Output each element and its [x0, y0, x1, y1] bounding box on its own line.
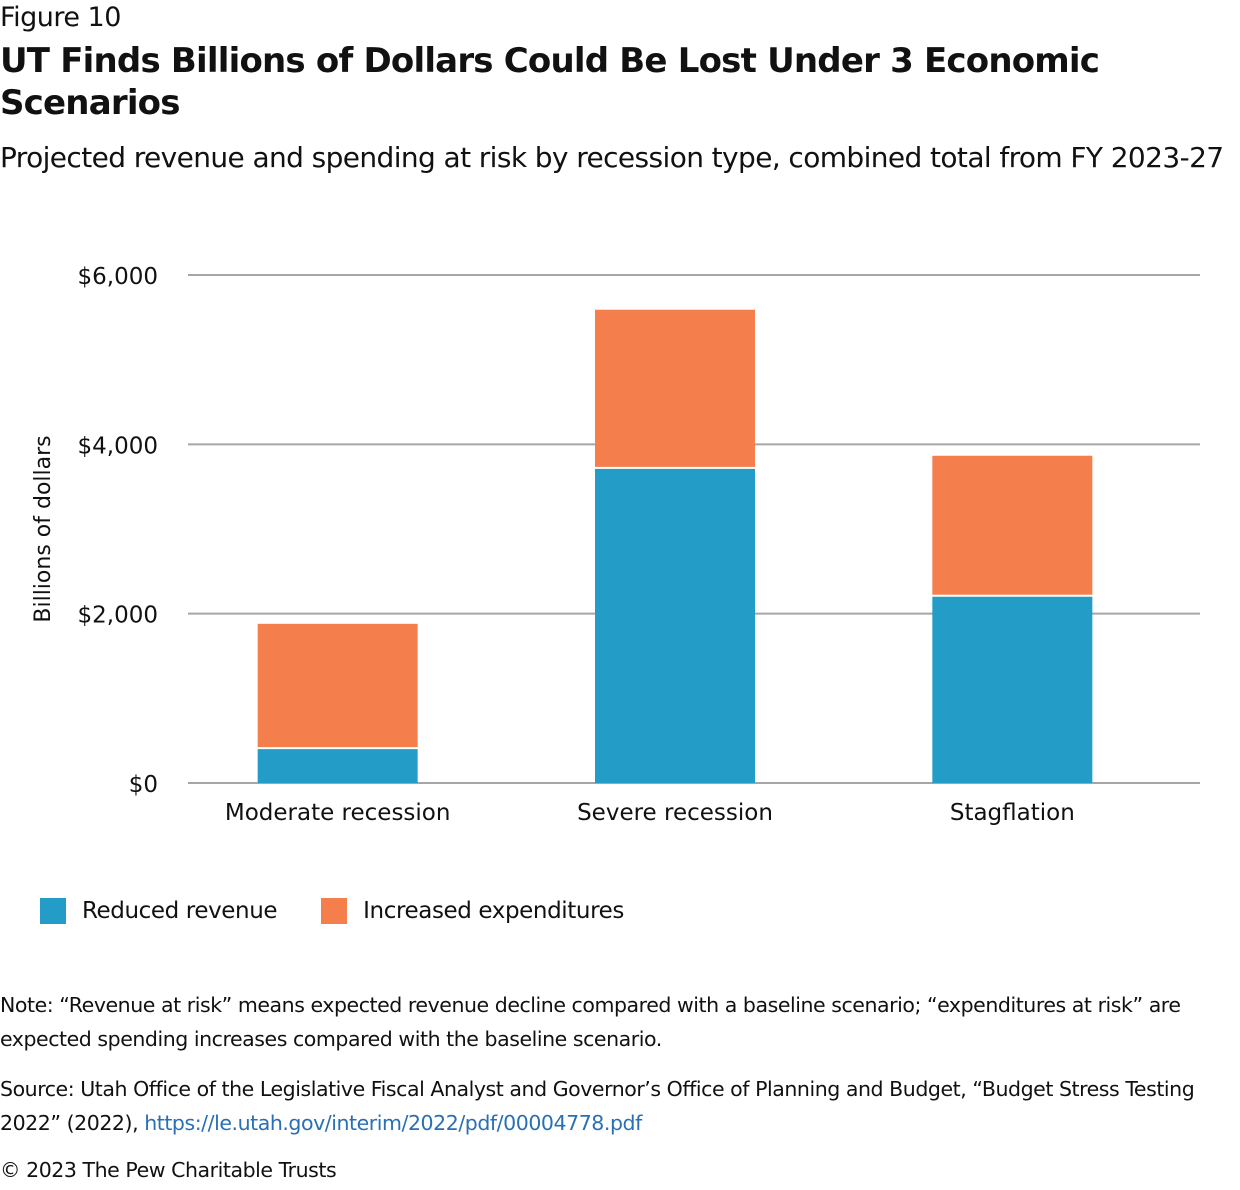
bar-segment-reduced-revenue: [932, 596, 1093, 783]
y-tick-label: $4,000: [78, 433, 158, 459]
bar-segment-increased-expenditures: [595, 309, 755, 467]
bar-segment-increased-expenditures: [257, 623, 418, 748]
source-text: Source: Utah Office of the Legislative F…: [0, 1077, 1195, 1135]
legend-swatch-revenue: [40, 898, 66, 924]
y-tick-label: $0: [129, 772, 158, 798]
bar-segment-reduced-revenue: [257, 749, 418, 783]
legend-item-revenue: Reduced revenue: [40, 898, 278, 924]
legend-item-expenditures: Increased expenditures: [321, 898, 624, 924]
chart-source: Source: Utah Office of the Legislative F…: [0, 1072, 1238, 1140]
legend-label-expenditures: Increased expenditures: [363, 898, 624, 924]
x-tick-label: Severe recession: [577, 800, 773, 826]
legend: Reduced revenue Increased expenditures: [40, 898, 668, 924]
chart-note: Note: “Revenue at risk” means expected r…: [0, 993, 1181, 1051]
x-axis-ticks: Moderate recession Severe recession Stagfl…: [225, 800, 1075, 826]
y-tick-label: $6,000: [78, 264, 158, 290]
chart-subtitle: Projected revenue and spending at risk b…: [0, 141, 1224, 174]
bars: [257, 309, 1093, 783]
y-axis-label: Billions of dollars: [31, 435, 56, 622]
source-link[interactable]: https://le.utah.gov/interim/2022/pdf/000…: [144, 1111, 642, 1135]
bar-segment-increased-expenditures: [932, 455, 1093, 595]
copyright: © 2023 The Pew Charitable Trusts: [0, 1158, 337, 1182]
legend-swatch-expenditures: [321, 898, 348, 924]
legend-label-revenue: Reduced revenue: [82, 898, 278, 924]
chart-title: UT Finds Billions of Dollars Could Be Lo…: [0, 41, 1100, 123]
x-tick-label: Stagflation: [950, 800, 1075, 826]
bar-segment-reduced-revenue: [595, 468, 755, 783]
x-tick-label: Moderate recession: [225, 800, 451, 826]
y-tick-label: $2,000: [78, 603, 158, 629]
stacked-bar-chart: $0 $2,000 $4,000 $6,000 Billions of dollars…: [31, 264, 1200, 826]
figure-label: Figure 10: [0, 2, 121, 33]
y-axis-ticks: $0 $2,000 $4,000 $6,000: [78, 264, 158, 798]
